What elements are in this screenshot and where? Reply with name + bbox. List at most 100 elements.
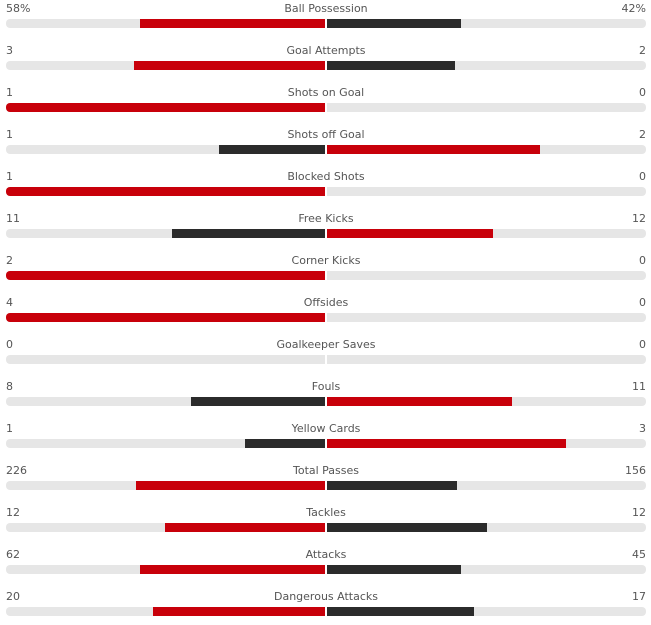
away-bar-fill [327,523,487,532]
away-bar-fill [327,145,540,154]
away-bar-track [327,103,646,112]
home-bar-track [6,229,325,238]
home-bar-track [6,439,325,448]
stat-row-goalkeeper-saves: 0 Goalkeeper Saves 0 [6,336,646,366]
home-bar-fill [219,145,325,154]
away-value: 2 [639,128,646,141]
stat-bar [6,61,646,70]
stat-name: Fouls [311,380,341,393]
home-bar-fill [153,607,325,616]
away-bar-track [327,271,646,280]
home-bar-track [6,523,325,532]
stat-values: 58% Ball Possession 42% [6,0,646,15]
stat-row-offsides: 4 Offsides 0 [6,294,646,324]
stat-row-blocked-shots: 1 Blocked Shots 0 [6,168,646,198]
home-value: 2 [6,254,13,267]
stat-name: Dangerous Attacks [274,590,378,603]
stat-values: 2 Corner Kicks 0 [6,252,646,267]
home-bar-track [6,61,325,70]
home-bar-fill [6,271,325,280]
home-value: 62 [6,548,20,561]
home-bar-track [6,19,325,28]
stat-row-ball-possession: 58% Ball Possession 42% [6,0,646,30]
stat-bar [6,355,646,364]
home-bar-fill [165,523,325,532]
home-bar-track [6,397,325,406]
stat-bar [6,481,646,490]
away-bar-track [327,355,646,364]
away-bar-track [327,313,646,322]
away-value: 12 [632,506,646,519]
stat-name: Total Passes [292,464,360,477]
stat-row-goal-attempts: 3 Goal Attempts 2 [6,42,646,72]
away-bar-track [327,61,646,70]
away-bar-fill [327,607,474,616]
stat-name: Free Kicks [298,212,354,225]
home-bar-track [6,313,325,322]
stat-bar [6,439,646,448]
stat-name: Corner Kicks [291,254,361,267]
stat-values: 62 Attacks 45 [6,546,646,561]
stat-name: Offsides [303,296,349,309]
home-value: 1 [6,422,13,435]
stat-bar [6,229,646,238]
home-value: 12 [6,506,20,519]
away-bar-track [327,229,646,238]
away-bar-track [327,19,646,28]
stat-values: 3 Goal Attempts 2 [6,42,646,57]
stat-bar [6,271,646,280]
away-value: 11 [632,380,646,393]
away-value: 17 [632,590,646,603]
stat-values: 1 Shots off Goal 2 [6,126,646,141]
stat-values: 1 Shots on Goal 0 [6,84,646,99]
stat-values: 8 Fouls 11 [6,378,646,393]
home-bar-track [6,355,325,364]
home-bar-track [6,187,325,196]
home-bar-track [6,145,325,154]
home-value: 1 [6,86,13,99]
away-bar-fill [327,19,461,28]
home-value: 58% [6,2,31,15]
away-value: 156 [625,464,646,477]
home-bar-fill [6,187,325,196]
home-bar-fill [140,19,325,28]
away-bar-track [327,607,646,616]
away-value: 0 [639,338,646,351]
away-bar-fill [327,565,461,574]
stat-values: 226 Total Passes 156 [6,462,646,477]
home-bar-track [6,481,325,490]
home-bar-fill [245,439,325,448]
home-value: 0 [6,338,13,351]
away-value: 3 [639,422,646,435]
home-bar-track [6,607,325,616]
away-bar-fill [327,61,455,70]
home-bar-fill [140,565,325,574]
stat-row-dangerous-attacks: 20 Dangerous Attacks 17 [6,588,646,618]
away-value: 2 [639,44,646,57]
home-bar-track [6,103,325,112]
stat-row-shots-on-goal: 1 Shots on Goal 0 [6,84,646,114]
stat-bar [6,103,646,112]
home-bar-fill [6,313,325,322]
away-bar-track [327,145,646,154]
away-bar-track [327,397,646,406]
stat-row-corner-kicks: 2 Corner Kicks 0 [6,252,646,282]
stat-row-fouls: 8 Fouls 11 [6,378,646,408]
stat-bar [6,145,646,154]
home-bar-fill [172,229,325,238]
home-value: 1 [6,170,13,183]
stat-name: Shots on Goal [287,86,365,99]
away-value: 12 [632,212,646,225]
stat-row-attacks: 62 Attacks 45 [6,546,646,576]
away-bar-track [327,481,646,490]
away-bar-track [327,187,646,196]
home-bar-track [6,271,325,280]
stat-values: 11 Free Kicks 12 [6,210,646,225]
stat-bar [6,565,646,574]
stat-name: Goal Attempts [286,44,366,57]
away-value: 45 [632,548,646,561]
stat-bar [6,19,646,28]
home-bar-fill [136,481,325,490]
away-value: 42% [621,2,646,15]
stat-values: 1 Blocked Shots 0 [6,168,646,183]
